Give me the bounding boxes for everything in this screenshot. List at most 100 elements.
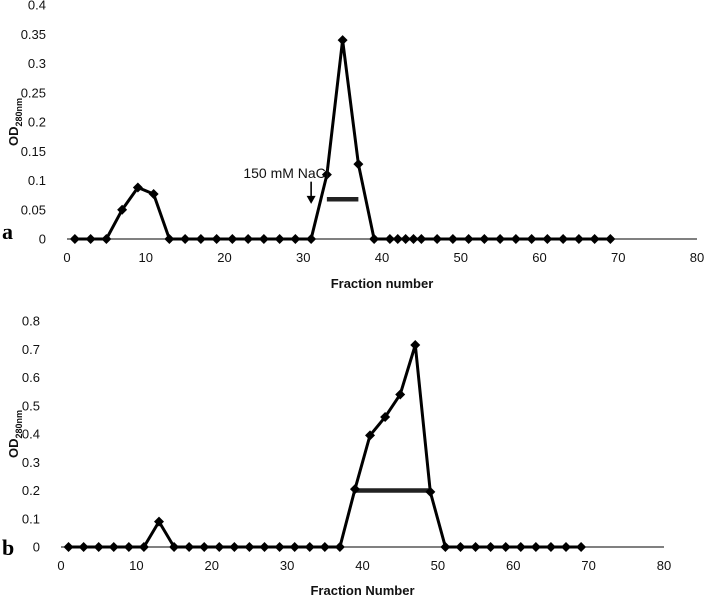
data-point: [290, 234, 301, 244]
x-tick-label: 20: [205, 558, 219, 573]
y-tick-label: 0.25: [21, 85, 46, 100]
data-point: [169, 542, 180, 552]
data-point: [408, 234, 419, 244]
x-tick-label: 70: [611, 250, 625, 265]
x-tick-label: 50: [454, 250, 468, 265]
annotation-text: 150 mM NaCl: [243, 165, 329, 181]
y-tick-label: 0.2: [28, 115, 46, 130]
data-point: [526, 234, 537, 244]
x-axis-title-a: Fraction number: [331, 276, 434, 291]
x-tick-label: 50: [431, 558, 445, 573]
data-point: [479, 234, 490, 244]
x-tick-labels-a: 0 10 20 30 40 50 60 70 80: [63, 250, 704, 265]
x-tick-label: 0: [57, 558, 64, 573]
data-point: [558, 234, 569, 244]
data-point: [400, 234, 411, 244]
x-tick-label: 20: [217, 250, 231, 265]
y-tick-labels-b: 0 0.1 0.2 0.3 0.4 0.5 0.6 0.7 0.8: [22, 314, 40, 555]
data-point: [605, 234, 616, 244]
x-tick-label: 10: [139, 250, 153, 265]
data-point: [425, 486, 436, 497]
data-point: [274, 542, 285, 552]
x-tick-label: 60: [506, 558, 520, 573]
y-tick-label: 0.8: [22, 314, 40, 329]
y-tick-label: 0.5: [22, 398, 40, 413]
data-point: [78, 542, 89, 552]
data-point: [306, 234, 317, 244]
data-point: [353, 159, 364, 170]
annotation-arrow-head: [306, 195, 316, 204]
y-tick-label: 0.4: [28, 0, 46, 13]
panel-label-b: b: [2, 535, 14, 560]
y-tick-label: 0.4: [22, 427, 40, 442]
y-tick-label: 0.2: [22, 483, 40, 498]
data-point: [258, 234, 269, 244]
data-point: [319, 542, 330, 552]
data-point: [93, 542, 104, 552]
y-tick-label: 0.35: [21, 27, 46, 42]
data-point: [123, 542, 134, 552]
data-point: [117, 204, 128, 215]
y-tick-label: 0.15: [21, 144, 46, 159]
y-axis-title-sub-b: 280nm: [14, 410, 24, 439]
data-point: [180, 234, 191, 244]
data-point: [334, 542, 345, 552]
data-point: [337, 35, 348, 46]
data-point: [227, 234, 238, 244]
x-tick-label: 70: [581, 558, 595, 573]
data-point: [63, 542, 74, 552]
data-point: [365, 430, 376, 441]
x-tick-label: 30: [280, 558, 294, 573]
y-tick-label: 0.3: [22, 455, 40, 470]
data-point: [495, 234, 506, 244]
x-tick-label: 40: [375, 250, 389, 265]
x-tick-label: 40: [355, 558, 369, 573]
y-tick-labels-a: 0 0.05 0.1 0.15 0.2 0.25 0.3 0.35 0.4: [21, 0, 46, 247]
y-tick-label: 0: [33, 540, 40, 555]
data-point: [380, 412, 391, 423]
data-point: [184, 542, 195, 552]
data-point: [214, 542, 225, 552]
data-point: [259, 542, 270, 552]
y-axis-title-a: OD280nm: [6, 98, 24, 146]
annotation-arrow: [306, 181, 316, 204]
data-point: [211, 234, 222, 244]
data-point: [440, 542, 451, 552]
data-point: [229, 542, 240, 552]
data-point: [244, 542, 255, 552]
y-tick-label: 0.1: [22, 511, 40, 526]
data-point: [274, 234, 285, 244]
data-point: [416, 234, 427, 244]
data-point: [195, 234, 206, 244]
data-point: [589, 234, 600, 244]
data-point: [455, 542, 466, 552]
data-point: [463, 234, 474, 244]
data-point: [545, 542, 556, 552]
data-point: [530, 542, 541, 552]
panel-a: 0 0.05 0.1 0.15 0.2 0.25 0.3 0.35 0.4 0 10 20 30 40 5…: [2, 0, 704, 291]
y-tick-label: 0.6: [22, 370, 40, 385]
data-point: [515, 542, 526, 552]
x-tick-label: 80: [690, 250, 704, 265]
data-point: [108, 542, 119, 552]
x-tick-label: 60: [532, 250, 546, 265]
x-tick-labels-b: 0 10 20 30 40 50 60 70 80: [57, 558, 671, 573]
markers-b: [63, 340, 587, 552]
data-point: [410, 340, 421, 351]
y-tick-label: 0.7: [22, 342, 40, 357]
data-point: [321, 169, 332, 180]
data-point: [500, 542, 511, 552]
series-line-b: [67, 343, 583, 549]
data-point: [395, 389, 406, 400]
data-point: [243, 234, 254, 244]
data-point: [470, 542, 481, 552]
data-point: [510, 234, 521, 244]
y-tick-label: 0: [39, 232, 46, 247]
data-point: [561, 542, 572, 552]
y-tick-label: 0.1: [28, 173, 46, 188]
data-point: [138, 542, 149, 552]
data-point: [69, 234, 80, 244]
panel-label-a: a: [2, 219, 13, 244]
data-point: [542, 234, 553, 244]
